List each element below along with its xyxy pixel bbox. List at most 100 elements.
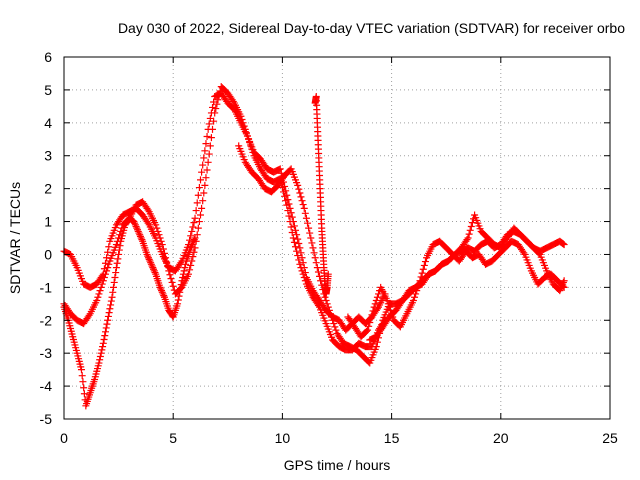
data-point: [110, 278, 118, 286]
data-point: [166, 271, 174, 279]
data-point: [190, 237, 198, 245]
data-point: [134, 226, 142, 234]
x-tick-label: 10: [275, 430, 291, 446]
data-point: [149, 264, 157, 272]
data-point: [301, 209, 309, 217]
data-point: [179, 273, 187, 281]
data-point: [77, 366, 85, 374]
data-point: [201, 147, 209, 155]
data-point: [420, 261, 428, 269]
data-point: [104, 312, 112, 320]
data-point: [135, 229, 143, 237]
y-tick-label: 1: [44, 214, 52, 230]
data-point: [558, 282, 566, 290]
data-point: [156, 234, 164, 242]
data-point: [98, 280, 106, 288]
data-point: [290, 222, 298, 230]
data-point: [115, 246, 123, 254]
data-point: [330, 320, 338, 328]
data-point: [368, 311, 376, 319]
data-point: [296, 260, 304, 268]
data-point: [206, 142, 214, 150]
data-point: [307, 234, 315, 242]
data-point: [288, 229, 296, 237]
data-point: [299, 259, 307, 267]
data-point: [195, 184, 203, 192]
data-point: [197, 211, 204, 219]
data-point: [464, 234, 472, 242]
series-trace-f: [366, 211, 568, 344]
data-point: [144, 254, 152, 262]
data-point: [191, 234, 199, 242]
data-point: [134, 227, 142, 235]
data-point: [300, 273, 308, 281]
data-point: [301, 277, 309, 285]
data-point: [556, 285, 564, 293]
data-point: [247, 142, 255, 150]
data-point: [242, 129, 250, 137]
data-point: [238, 116, 246, 124]
data-point: [412, 290, 420, 298]
data-point: [101, 332, 109, 340]
data-point: [158, 241, 166, 249]
y-axis-label: SDTVAR / TECUs: [7, 182, 23, 294]
data-point: [99, 339, 107, 347]
data-point: [283, 201, 291, 209]
data-point: [98, 346, 106, 354]
data-point: [132, 222, 140, 230]
data-point: [535, 249, 543, 257]
plot-frame: [63, 56, 611, 420]
data-point: [103, 320, 111, 328]
data-point: [373, 305, 381, 313]
data-point: [209, 125, 217, 133]
data-point: [97, 349, 105, 357]
data-point: [190, 219, 198, 227]
data-point: [308, 239, 316, 247]
data-point: [209, 103, 217, 111]
data-point: [138, 236, 146, 244]
data-point: [465, 230, 473, 238]
data-point: [205, 120, 213, 128]
data-point: [101, 270, 109, 278]
data-point: [282, 197, 290, 205]
data-point: [241, 125, 249, 133]
y-tick-label: 0: [44, 246, 52, 262]
data-point: [95, 359, 103, 367]
data-point: [154, 227, 162, 235]
data-point: [279, 188, 287, 196]
data-point: [179, 270, 187, 278]
data-point: [181, 264, 189, 272]
data-point: [110, 283, 118, 291]
data-point: [100, 335, 108, 343]
data-point: [385, 303, 393, 311]
data-point: [112, 269, 120, 277]
data-point: [300, 204, 308, 212]
data-point: [136, 231, 144, 239]
data-point: [276, 165, 284, 173]
data-point: [213, 100, 221, 108]
data-point: [136, 232, 144, 240]
data-point: [556, 287, 564, 295]
data-point: [285, 212, 293, 220]
data-point: [367, 315, 375, 323]
data-point: [107, 301, 115, 309]
data-point: [294, 252, 302, 260]
data-point: [190, 236, 198, 244]
data-point: [163, 258, 171, 266]
data-point: [97, 283, 105, 291]
data-point: [133, 224, 141, 232]
series-trace-c: [60, 214, 199, 410]
chart-title: Day 030 of 2022, Sidereal Day-to-day VTE…: [118, 20, 625, 36]
data-point: [314, 268, 322, 276]
y-tick-label: -3: [40, 345, 53, 361]
data-point: [322, 297, 330, 305]
data-point: [109, 288, 117, 296]
data-point: [148, 262, 156, 270]
data-point: [198, 204, 206, 212]
data-point: [159, 290, 167, 298]
data-point: [187, 242, 195, 250]
data-point: [418, 269, 426, 277]
data-point: [288, 213, 296, 221]
data-point: [158, 288, 166, 296]
data-point: [364, 326, 372, 334]
